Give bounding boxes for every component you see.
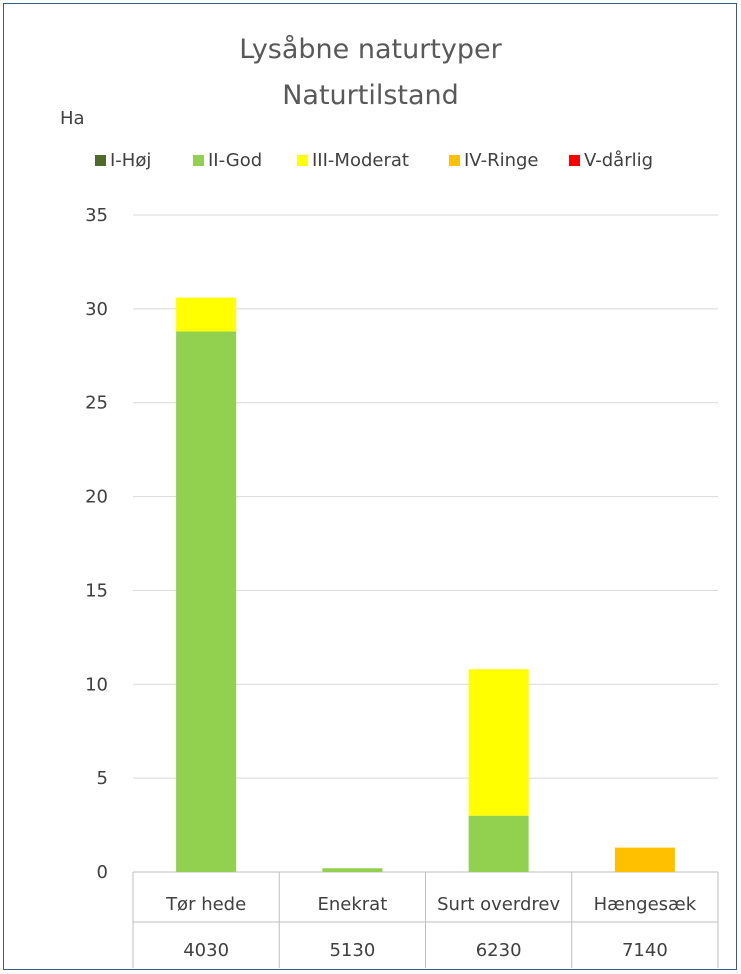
legend-item-ii-god: II-God [193, 150, 262, 171]
x-tick-label: Tør hede [165, 894, 246, 915]
bar-segment [614, 847, 675, 872]
x-tick-code: 6230 [476, 940, 522, 961]
x-tick-label: Surt overdrev [437, 894, 560, 915]
y-tick-label: 0 [97, 862, 108, 883]
legend-label: III-Moderat [312, 150, 409, 171]
x-tick-label: Hængesæk [594, 894, 697, 915]
x-tick-code: 7140 [622, 940, 668, 961]
legend-swatch [569, 155, 580, 166]
y-tick-label: 5 [97, 768, 108, 789]
chart-legend: I-Høj II-God III-Moderat IV-Ringe V-dårl… [0, 150, 741, 174]
y-axis-label: Ha [60, 108, 85, 129]
chart-subtitle: Naturtilstand [282, 80, 459, 111]
bar-segment [322, 868, 383, 872]
legend-swatch [297, 155, 308, 166]
x-tick-code: 4030 [183, 940, 229, 961]
bar-segment [468, 815, 529, 872]
chart-title: Lysåbne naturtyper [239, 34, 502, 65]
bar-segment [468, 669, 529, 816]
legend-item-v-darlig: V-dårlig [569, 150, 653, 171]
legend-label: I-Høj [110, 150, 152, 171]
y-tick-label: 25 [85, 393, 108, 414]
legend-label: V-dårlig [584, 150, 654, 171]
chart-frame [3, 3, 737, 970]
legend-swatch [449, 155, 460, 166]
legend-item-iii-moderat: III-Moderat [297, 150, 409, 171]
bar-segment [176, 297, 237, 332]
x-tick-code: 5130 [329, 940, 375, 961]
legend-item-iv-ringe: IV-Ringe [449, 150, 538, 171]
y-tick-label: 10 [85, 674, 108, 695]
y-tick-label: 35 [85, 205, 108, 226]
x-tick-label: Enekrat [317, 894, 387, 915]
bar-segment [176, 331, 237, 873]
legend-swatch [95, 155, 106, 166]
legend-label: IV-Ringe [464, 150, 539, 171]
y-tick-label: 15 [85, 580, 108, 601]
legend-swatch [193, 155, 204, 166]
y-tick-label: 20 [85, 487, 108, 508]
legend-label: II-God [208, 150, 263, 171]
y-tick-label: 30 [85, 299, 108, 320]
legend-item-i-hoj: I-Høj [95, 150, 151, 171]
